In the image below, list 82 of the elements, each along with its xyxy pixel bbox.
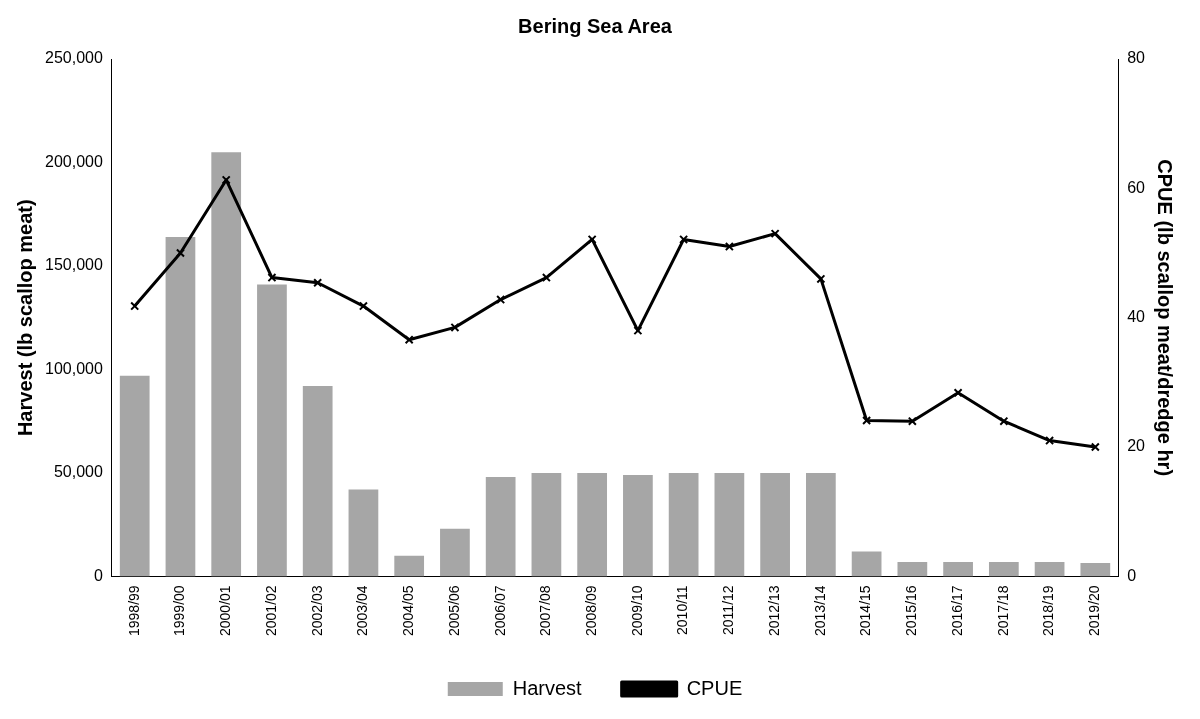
x-tick-label: 2014/15 — [857, 585, 874, 636]
y-tick-label: 100,000 — [44, 359, 103, 377]
y2-tick-label: 60 — [1127, 178, 1146, 196]
x-tick-label: 2017/18 — [994, 585, 1011, 636]
point — [358, 301, 368, 311]
point — [679, 234, 689, 244]
bar — [897, 561, 928, 577]
bar — [668, 472, 699, 577]
point — [496, 295, 506, 305]
bar — [623, 474, 653, 577]
bar — [257, 284, 287, 577]
point — [175, 248, 185, 258]
point — [450, 322, 460, 332]
x-tick-label: 1999/00 — [171, 585, 188, 636]
bar — [211, 152, 242, 577]
legend-label: Harvest — [512, 676, 583, 699]
x-tick-label: 2019/20 — [1086, 585, 1103, 636]
x-tick-label: 2009/10 — [628, 585, 645, 636]
y-tick-label: 250,000 — [44, 49, 103, 67]
point — [907, 416, 917, 426]
point — [633, 326, 643, 336]
y2-tick-label: 40 — [1127, 308, 1146, 326]
x-tick-label: 2015/16 — [903, 585, 920, 636]
bar — [1080, 562, 1111, 577]
bar — [988, 561, 1019, 577]
bar — [577, 472, 608, 577]
point — [816, 274, 826, 284]
x-tick-label: 2005/06 — [445, 585, 462, 636]
x-tick-label: 2011/12 — [720, 585, 737, 635]
point — [999, 416, 1009, 426]
legend-label: CPUE — [686, 676, 743, 699]
y-tick-label: 0 — [93, 566, 103, 584]
bar — [806, 472, 836, 577]
point — [953, 388, 963, 398]
bar — [531, 472, 562, 577]
bar — [440, 528, 470, 577]
point — [267, 273, 277, 283]
y2-axis-title: CPUE (lb scallop meat/dredge hr) — [1154, 159, 1177, 477]
y-tick-label: 50,000 — [53, 463, 103, 481]
bar — [714, 472, 745, 577]
x-tick-label: 2002/03 — [308, 585, 325, 636]
y-tick-label: 150,000 — [44, 256, 103, 274]
point — [1045, 436, 1055, 446]
x-tick-label: 2001/02 — [262, 585, 279, 636]
x-tick-label: 2003/04 — [354, 585, 371, 636]
x-tick-label: 1998/99 — [125, 585, 142, 636]
point — [724, 242, 734, 252]
bar — [302, 385, 333, 577]
y2-tick-label: 20 — [1127, 437, 1146, 455]
chart-title: Bering Sea Area — [518, 14, 673, 37]
bar — [943, 561, 973, 577]
bar — [485, 477, 516, 577]
bar — [119, 375, 150, 577]
point — [130, 301, 140, 311]
bar — [394, 555, 425, 577]
y-axis-title: Harvest (lb scallop meat) — [13, 199, 36, 437]
bar — [165, 236, 196, 577]
x-tick-label: 2004/05 — [400, 585, 417, 636]
x-tick-label: 2016/17 — [948, 585, 965, 636]
point — [1090, 442, 1100, 452]
y2-tick-label: 0 — [1127, 566, 1137, 584]
point — [862, 415, 872, 426]
y2-tick-label: 80 — [1127, 49, 1146, 67]
bar — [851, 551, 882, 577]
bar — [348, 489, 379, 577]
x-tick-label: 2012/13 — [765, 585, 782, 636]
x-tick-label: 2000/01 — [217, 585, 234, 636]
x-tick-label: 2006/07 — [491, 585, 508, 636]
point — [541, 273, 551, 283]
point — [770, 229, 780, 239]
bar — [1034, 561, 1065, 577]
x-tick-label: 2007/08 — [537, 585, 554, 636]
y-tick-label: 200,000 — [44, 152, 103, 170]
x-tick-label: 2018/19 — [1040, 585, 1057, 636]
point — [587, 234, 597, 244]
x-tick-label: 2013/14 — [811, 585, 828, 636]
point — [313, 278, 323, 288]
bar — [760, 472, 790, 577]
x-tick-label: 2010/11 — [674, 585, 691, 635]
x-tick-label: 2008/09 — [583, 585, 600, 636]
point — [404, 335, 414, 345]
point — [221, 175, 231, 185]
